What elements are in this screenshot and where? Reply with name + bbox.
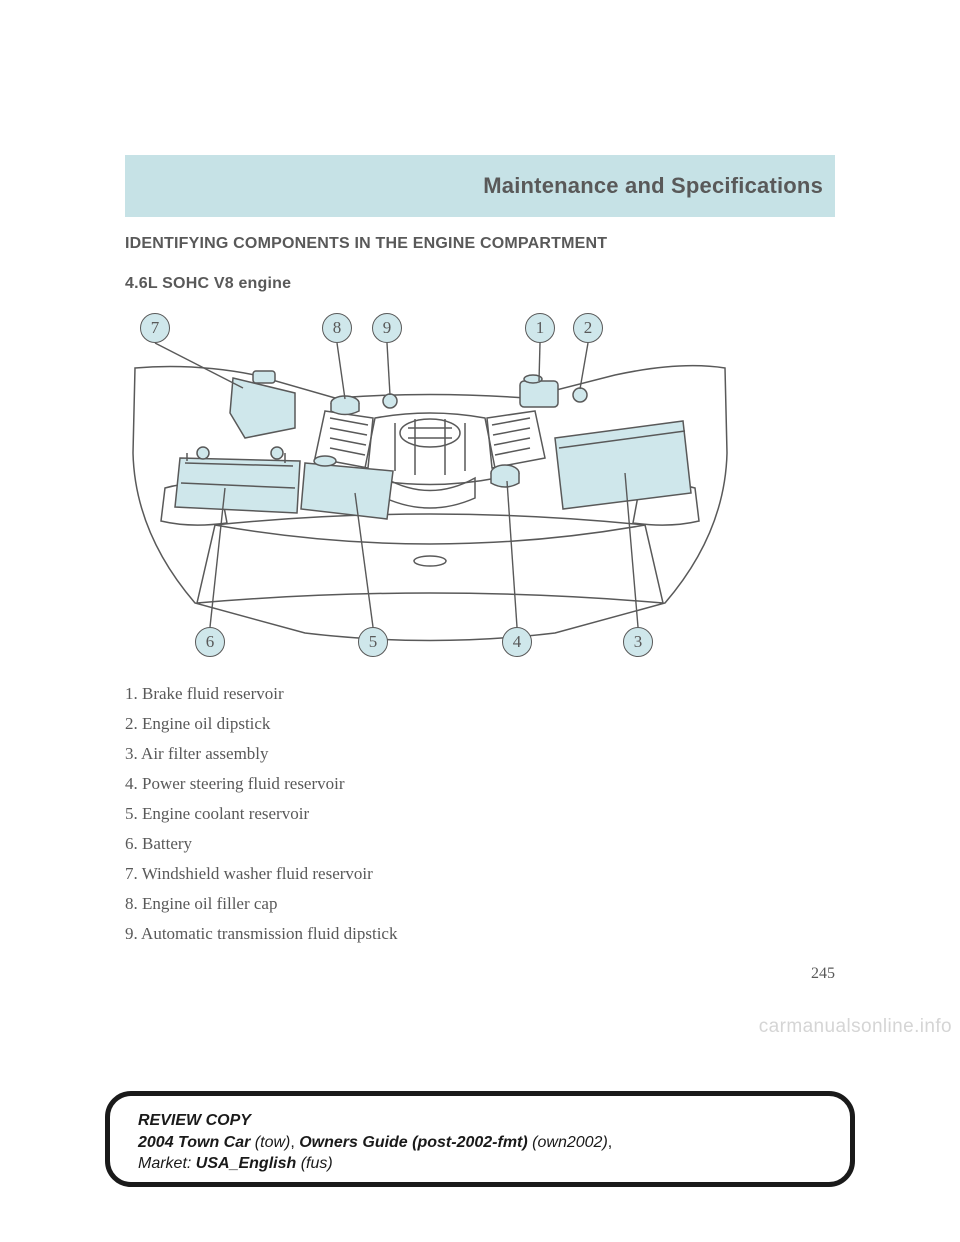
component-item: 5. Engine coolant reservoir [125,805,835,822]
heading-level-1: IDENTIFYING COMPONENTS IN THE ENGINE COM… [125,235,835,253]
component-item: 4. Power steering fluid reservoir [125,775,835,792]
callout-3: 3 [623,627,653,657]
footer-fus: (fus) [296,1155,332,1172]
watermark: carmanualsonline.info [759,1016,952,1038]
component-item: 7. Windshield washer fluid reservoir [125,865,835,882]
callout-8: 8 [322,313,352,343]
section-title: Maintenance and Specifications [483,173,823,198]
footer-box: REVIEW COPY 2004 Town Car (tow), Owners … [105,1091,855,1187]
footer-guide: Owners Guide (post-2002-fmt) [299,1134,527,1151]
component-item: 2. Engine oil dipstick [125,715,835,732]
engine-diagram-svg [125,303,735,663]
footer-vehicle: 2004 Town Car [138,1134,250,1151]
page-content: Maintenance and Specifications IDENTIFYI… [125,155,835,1242]
footer-sep: , [290,1134,299,1151]
callout-1: 1 [525,313,555,343]
callout-7: 7 [140,313,170,343]
footer-review-copy: REVIEW COPY [138,1112,251,1129]
callout-5: 5 [358,627,388,657]
component-item: 9. Automatic transmission fluid dipstick [125,925,835,942]
footer-market: USA_English [196,1155,296,1172]
section-header-band: Maintenance and Specifications [125,155,835,217]
callout-6: 6 [195,627,225,657]
callout-4: 4 [502,627,532,657]
page-number: 245 [811,965,835,983]
component-item: 1. Brake fluid reservoir [125,685,835,702]
engine-compartment-diagram: 7 89 12 6 5 4 3 [125,303,735,663]
footer-tow: (tow) [250,1134,290,1151]
heading-level-2: 4.6L SOHC V8 engine [125,275,835,293]
footer-own: (own2002) [528,1134,608,1151]
callout-2: 2 [573,313,603,343]
component-list: 1. Brake fluid reservoir 2. Engine oil di… [125,685,835,942]
component-item: 6. Battery [125,835,835,852]
footer-market-label: Market: [138,1155,196,1172]
component-item: 3. Air filter assembly [125,745,835,762]
component-item: 8. Engine oil filler cap [125,895,835,912]
callout-9: 9 [372,313,402,343]
footer-comma: , [608,1134,612,1151]
